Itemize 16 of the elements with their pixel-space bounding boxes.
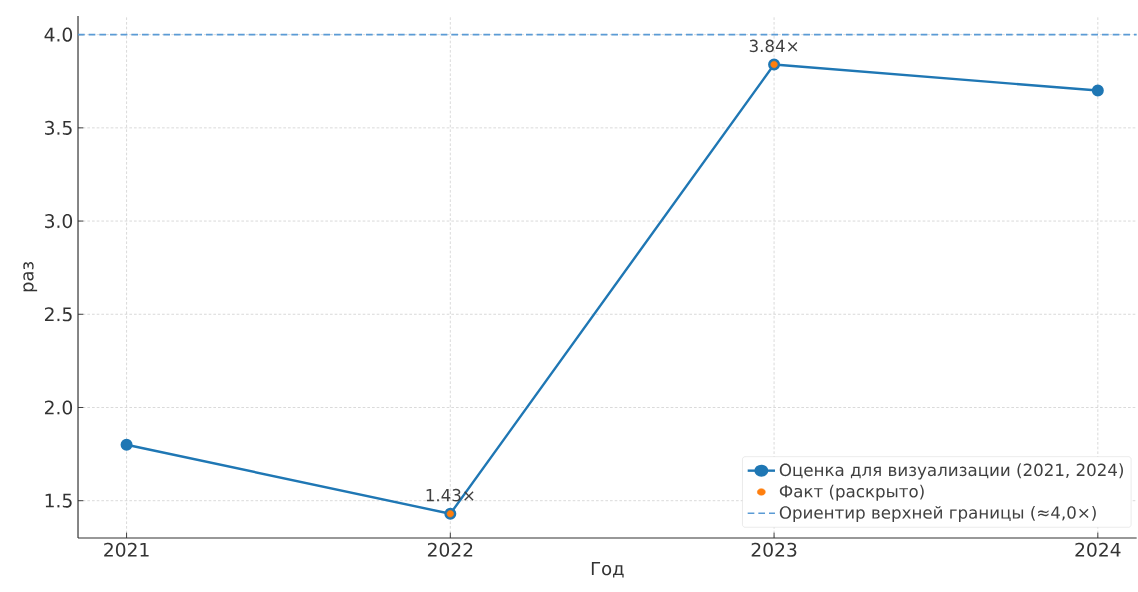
x-tick-label: 2024: [1075, 542, 1121, 557]
x-tick-label: 2022: [427, 542, 473, 557]
y-tick-label: 2.0: [44, 400, 73, 415]
y-axis-title: раз: [23, 262, 38, 292]
legend-label: Ориентир верхней границы (≈4,0×): [779, 505, 1096, 523]
legend-label: Факт (раскрыто): [779, 484, 924, 501]
x-tick-label: 2023: [751, 542, 797, 557]
legend-label: Оценка для визуализации (2021, 2024): [779, 463, 1123, 480]
y-tick-label: 3.0: [45, 213, 73, 229]
x-axis-title: Год: [591, 561, 624, 578]
annotation: 3.84×: [749, 39, 798, 53]
y-tick-label: 1.5: [45, 493, 72, 508]
x-tick-label: 2021: [104, 542, 149, 557]
y-tick-label: 2.5: [44, 307, 72, 322]
y-tick-label: 3.5: [45, 120, 72, 135]
y-tick-label: 4.0: [44, 27, 73, 42]
